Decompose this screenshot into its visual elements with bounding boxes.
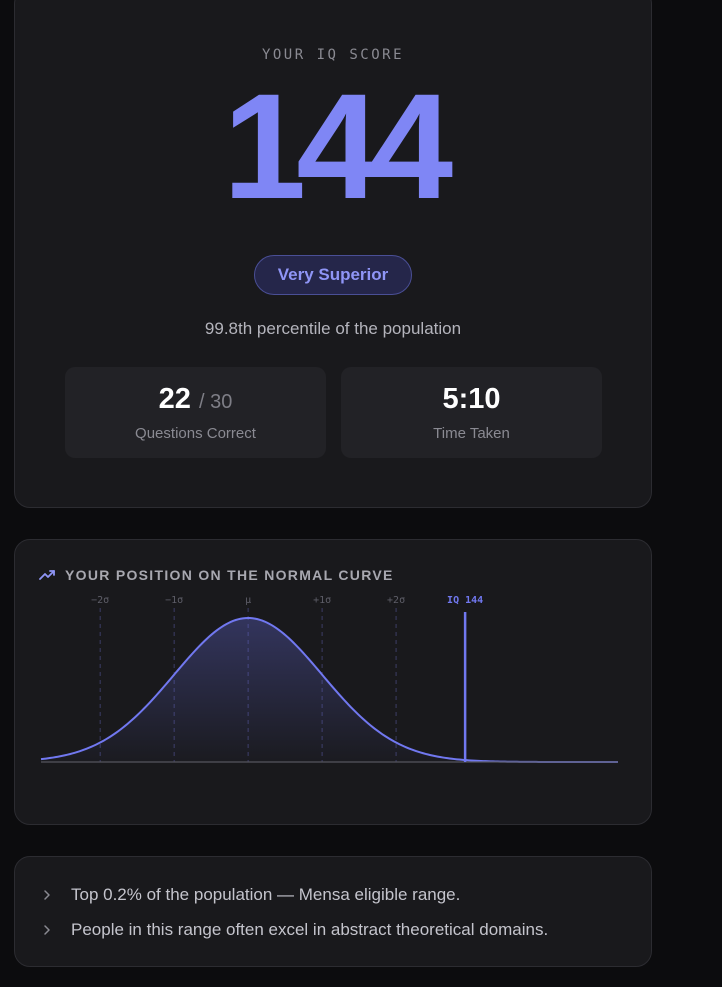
sigma-tick-label: −2σ xyxy=(91,595,109,606)
sigma-tick-label: +2σ xyxy=(387,595,405,606)
correct-count: 22 xyxy=(158,383,191,415)
time-taken-label: Time Taken xyxy=(433,425,510,442)
normal-curve-chart: −2σ −1σ μ +1σ +2σ IQ 144 xyxy=(40,595,618,763)
time-taken-value: 5:10 xyxy=(442,383,501,415)
total-count: / 30 xyxy=(198,391,233,413)
chevron-right-icon xyxy=(43,889,55,901)
curve-title: YOUR POSITION ON THE NORMAL CURVE xyxy=(39,567,394,583)
trending-up-icon xyxy=(39,570,55,580)
score-label: YOUR IQ SCORE xyxy=(261,47,405,63)
normal-curve-card: −2σ −1σ μ +1σ +2σ IQ 144 YOUR POSITION ON TH… xyxy=(14,539,652,825)
score-marker-label: IQ 144 xyxy=(447,595,483,606)
classification-badge: Very Superior xyxy=(254,255,412,295)
sigma-tick-label: μ xyxy=(245,595,251,606)
questions-correct-label: Questions Correct xyxy=(135,425,256,442)
time-taken-stat: 5:10 Time Taken xyxy=(341,367,602,458)
questions-correct-value: 22 / 30 xyxy=(65,383,326,416)
insight-item: People in this range often excel in abst… xyxy=(43,920,548,940)
insight-text: People in this range often excel in abst… xyxy=(71,920,549,939)
score-card: YOUR IQ SCORE 144 Very Superior 99.8th p… xyxy=(14,0,652,508)
sigma-tick-label: +1σ xyxy=(313,595,331,606)
sigma-tick-label: −1σ xyxy=(165,595,183,606)
insight-text: Top 0.2% of the population — Mensa eligi… xyxy=(71,885,461,904)
questions-correct-stat: 22 / 30 Questions Correct xyxy=(65,367,326,458)
curve-area xyxy=(41,618,618,762)
curve-title-text: YOUR POSITION ON THE NORMAL CURVE xyxy=(65,567,394,583)
insights-card: Top 0.2% of the population — Mensa eligi… xyxy=(14,856,652,967)
iq-score-value: 144 xyxy=(222,62,453,230)
insight-item: Top 0.2% of the population — Mensa eligi… xyxy=(43,885,460,905)
chevron-right-icon xyxy=(43,924,55,936)
percentile-text: 99.8th percentile of the population xyxy=(204,319,462,338)
